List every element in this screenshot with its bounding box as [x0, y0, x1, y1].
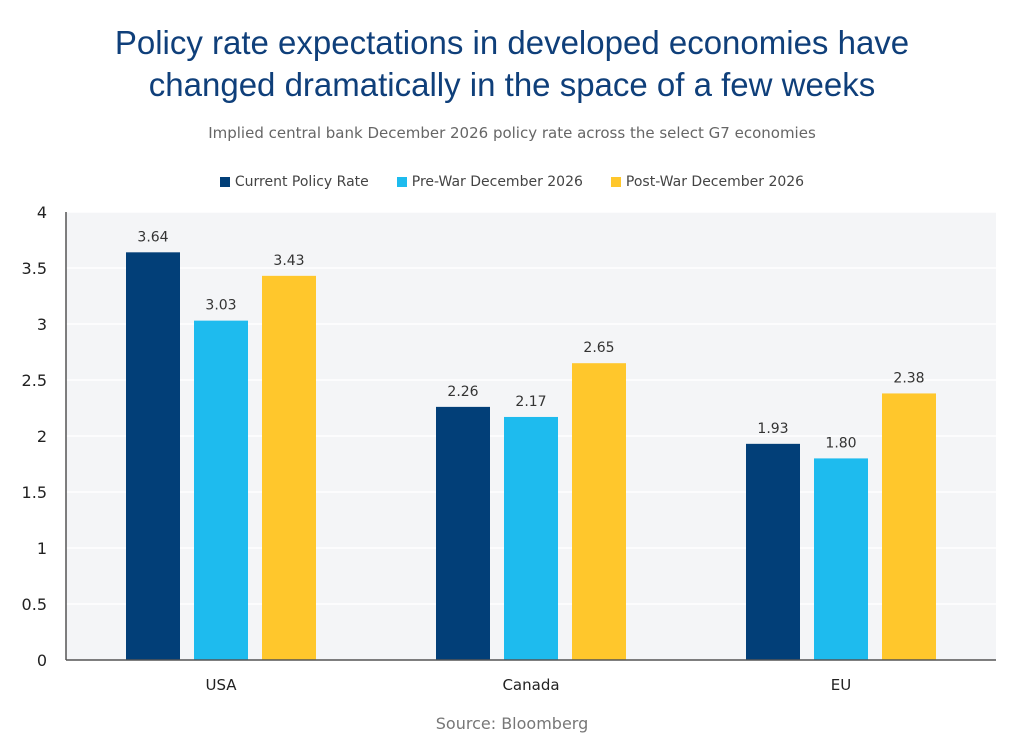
bar	[882, 393, 936, 660]
legend-item: Current Policy Rate	[219, 174, 369, 190]
legend-swatch	[396, 177, 407, 187]
source-note: Source: Bloomberg	[435, 714, 589, 733]
legend-item: Pre-War December 2026	[396, 174, 583, 190]
y-tick-label: 2.5	[22, 371, 47, 390]
data-label: 1.93	[757, 421, 788, 437]
y-tick-label: 1	[37, 539, 47, 558]
bar	[504, 416, 558, 660]
y-tick-label: 4	[37, 203, 47, 222]
data-label: 1.80	[825, 435, 856, 451]
y-tick-label: 0.5	[22, 595, 47, 614]
bar	[194, 320, 248, 660]
bar	[436, 406, 490, 660]
chart-title: Policy rate expectations in developed ec…	[0, 22, 1024, 106]
legend-item: Post-War December 2026	[610, 174, 805, 190]
bar	[262, 275, 316, 660]
title-line-1: Policy rate expectations in developed ec…	[114, 24, 910, 61]
bar	[572, 363, 626, 660]
legend-label: Pre-War December 2026	[411, 174, 583, 190]
title-line-2: changed dramatically in the space of a f…	[148, 66, 876, 103]
y-tick-label: 1.5	[22, 483, 47, 502]
y-tick-label: 3	[37, 315, 47, 334]
bar	[814, 458, 868, 660]
legend-label: Current Policy Rate	[234, 174, 369, 190]
data-label: 2.65	[583, 340, 614, 356]
y-tick-label: 2	[37, 427, 47, 446]
x-tick-label: Canada	[502, 676, 559, 694]
data-label: 3.64	[137, 229, 168, 245]
bar	[126, 252, 180, 660]
y-tick-label: 3.5	[22, 259, 47, 278]
data-label: 2.17	[515, 394, 546, 410]
data-label: 3.43	[273, 253, 304, 269]
bar	[746, 443, 800, 660]
chart-subtitle: Implied central bank December 2026 polic…	[208, 124, 816, 142]
legend-label: Post-War December 2026	[625, 174, 805, 190]
data-label: 2.38	[893, 370, 924, 386]
x-tick-label: USA	[205, 676, 237, 694]
legend-swatch	[219, 177, 230, 187]
y-tick-label: 0	[37, 651, 47, 670]
data-label: 3.03	[205, 298, 236, 314]
x-tick-label: EU	[831, 676, 851, 694]
legend-swatch	[610, 177, 621, 187]
legend: Current Policy Rate Pre-War December 2026…	[0, 174, 1024, 190]
data-label: 2.26	[447, 384, 478, 400]
